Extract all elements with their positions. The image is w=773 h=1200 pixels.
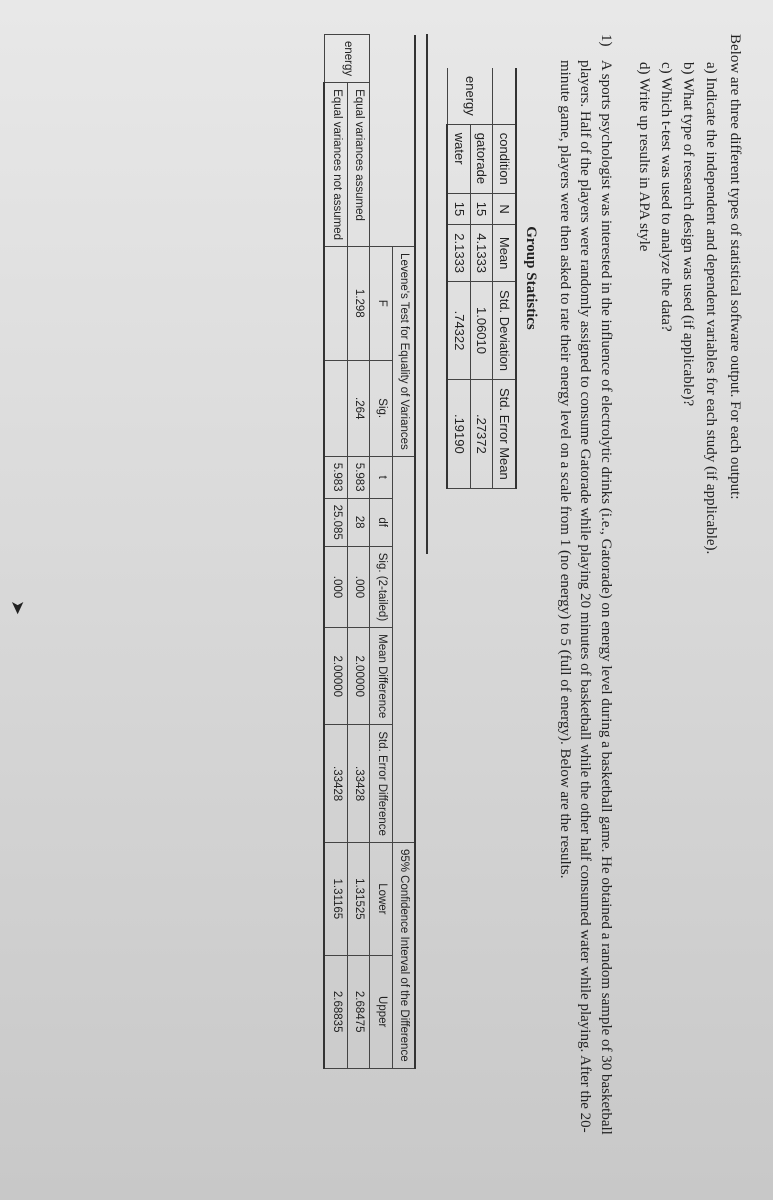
hdr-sd: Std. Deviation	[493, 282, 516, 380]
hdr-condition: condition	[493, 124, 516, 193]
task-d: d) Write up results in APA style	[634, 62, 654, 1166]
cell: 5.983	[324, 456, 347, 498]
col-t: t	[370, 456, 393, 498]
cell	[324, 360, 347, 456]
cell: 2.1333	[447, 225, 470, 282]
group-stats-table: condition N Mean Std. Deviation Std. Err…	[446, 68, 517, 489]
hdr-mean: Mean	[493, 225, 516, 282]
cursor-icon: ➤	[6, 600, 30, 615]
cell: 25.085	[324, 498, 347, 546]
row-eqvar: Equal variances assumed	[347, 83, 370, 247]
hdr-n: N	[493, 193, 516, 224]
cell: 15	[447, 193, 470, 224]
col-upper: Upper	[370, 955, 393, 1068]
cell: .27372	[470, 379, 493, 488]
cell: .000	[347, 546, 370, 627]
group-stats-title: Group Statistics	[521, 68, 541, 488]
col-sig2: Sig. (2-tailed)	[370, 546, 393, 627]
hdr-se: Std. Error Mean	[493, 379, 516, 488]
cell: .74322	[447, 282, 470, 380]
col-f: F	[370, 247, 393, 361]
row-uneqvar: Equal variances not assumed	[324, 83, 347, 247]
cell: .264	[347, 360, 370, 456]
levene-header: Levene's Test for Equality of Variances	[392, 247, 415, 457]
cell: 1.31165	[324, 842, 347, 955]
cell	[324, 247, 347, 361]
rowvar-energy: energy	[447, 68, 493, 124]
col-lower: Lower	[370, 842, 393, 955]
cell: 2.00000	[347, 628, 370, 725]
cell: 1.06010	[470, 282, 493, 380]
divider	[426, 34, 428, 554]
q1-text: A sports psychologist was interested in …	[555, 60, 616, 1166]
cell: 1.31525	[347, 842, 370, 955]
independent-samples-table: Levene's Test for Equality of Variances …	[323, 34, 416, 1069]
cell: water	[447, 124, 470, 193]
cell: 5.983	[347, 456, 370, 498]
cell: .33428	[347, 725, 370, 843]
cell: .000	[324, 546, 347, 627]
cell: 2.68835	[324, 955, 347, 1068]
cell: 4.1333	[470, 225, 493, 282]
task-b: b) What type of research design was used…	[678, 62, 698, 1166]
col-sig: Sig.	[370, 360, 393, 456]
cell: 1.298	[347, 247, 370, 361]
cell: .33428	[324, 725, 347, 843]
col-md: Mean Difference	[370, 628, 393, 725]
cell: gatorade	[470, 124, 493, 193]
cell: 28	[347, 498, 370, 546]
cell: 2.00000	[324, 628, 347, 725]
task-a: a) Indicate the independent and dependen…	[701, 62, 721, 1166]
col-df: df	[370, 498, 393, 546]
ci-header: 95% Confidence Interval of the Differenc…	[392, 842, 415, 1068]
q1-number: 1)	[555, 34, 616, 60]
intro-text: Below are three different types of stati…	[725, 34, 745, 1166]
cell: .19190	[447, 379, 470, 488]
col-sed: Std. Error Difference	[370, 725, 393, 843]
cell: 15	[470, 193, 493, 224]
task-c: c) Which t-test was used to analyze the …	[656, 62, 676, 1166]
rowvar-energy-2: energy	[324, 35, 370, 83]
cell: 2.68475	[347, 955, 370, 1068]
